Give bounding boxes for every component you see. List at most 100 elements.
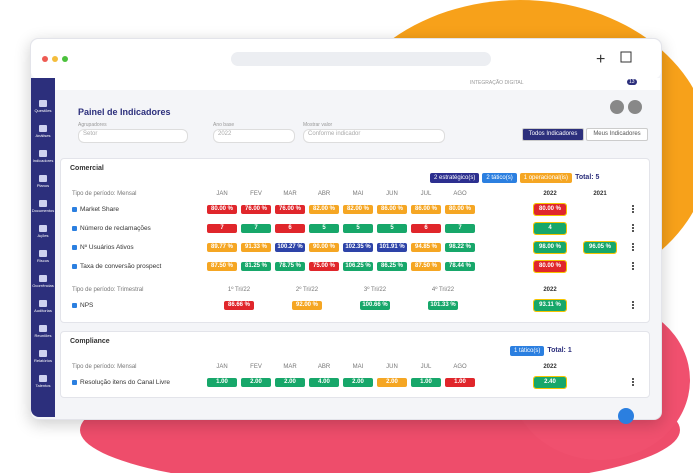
row-menu[interactable] [632, 301, 636, 309]
value-cell: 1.00 [207, 378, 237, 387]
section-title: Compliance [70, 338, 110, 345]
value-cell: 89.77 % [207, 243, 237, 252]
fab[interactable] [618, 408, 634, 424]
value-cell: 86.00 % [411, 205, 441, 214]
value-cell: 102.35 % [343, 243, 373, 252]
sidebar-label[interactable]: Auditorias [34, 308, 52, 313]
value-cell: 81.25 % [241, 262, 271, 271]
sidebar-label[interactable]: Ações [37, 233, 49, 238]
sidebar-label[interactable]: Documentos [31, 208, 55, 213]
value-cell: 2.00 [275, 378, 305, 387]
level-badge[interactable]: 2 estratégico(s) [430, 173, 480, 183]
value-cell: 78.75 % [275, 262, 305, 271]
sidebar-label[interactable]: Ocorrências [32, 283, 54, 288]
year-value-cell: 93.11 % [533, 299, 567, 312]
row-icon [72, 380, 77, 385]
indicator-name[interactable]: Market Share [80, 206, 120, 213]
filter-label: Ano base [213, 122, 235, 128]
year-header: 2021 [593, 191, 607, 197]
filter-button[interactable] [610, 100, 624, 114]
level-badge[interactable]: 1 tático(s) [510, 346, 545, 356]
filter-button[interactable] [628, 100, 642, 114]
value-cell: 80.00 % [207, 205, 237, 214]
row-menu[interactable] [632, 205, 636, 213]
indicator-name[interactable]: NPS [80, 302, 94, 309]
year-header: 2022 [543, 287, 557, 293]
value-cell: 4.00 [309, 378, 339, 387]
tab[interactable]: Todos Indicadores [522, 128, 584, 141]
value-cell: 100.66 % [360, 301, 390, 310]
row-menu[interactable] [632, 243, 636, 251]
value-cell: 1.00 [445, 378, 475, 387]
indicator-name[interactable]: Resolução itens do Canal Livre [80, 379, 170, 386]
row-icon [72, 207, 77, 212]
column-header: JUL [420, 364, 432, 370]
indicator-name[interactable]: Nº Usuários Ativos [80, 244, 134, 251]
column-header: MAR [283, 364, 297, 370]
sidebar-icon[interactable] [39, 275, 47, 282]
value-cell: 101.33 % [428, 301, 458, 310]
value-cell: 2.00 [343, 378, 373, 387]
indicator-name[interactable]: Número de reclamações [80, 225, 151, 232]
year-header: 2022 [543, 191, 557, 197]
column-header: JUN [386, 191, 398, 197]
period-type: Tipo de período: Mensal [72, 191, 137, 197]
sidebar-label[interactable]: Questões [34, 108, 52, 113]
sidebar-icon[interactable] [39, 350, 47, 357]
value-cell: 2.00 [377, 378, 407, 387]
value-cell: 90.00 % [309, 243, 339, 252]
sidebar-icon[interactable] [39, 250, 47, 257]
sidebar-icon[interactable] [39, 325, 47, 332]
value-cell: 91.33 % [241, 243, 271, 252]
value-cell: 82.00 % [309, 205, 339, 214]
sidebar-icon[interactable] [39, 175, 47, 182]
org-name[interactable]: INTEGRAÇÃO DIGITAL [470, 80, 524, 86]
column-header: ABR [317, 191, 331, 197]
sidebar-label[interactable]: Talentos [35, 383, 51, 388]
value-cell: 2.00 [241, 378, 271, 387]
level-badge[interactable]: 1 operacional(is) [519, 173, 573, 183]
svg-text:+: + [596, 51, 605, 68]
column-header: JAN [216, 364, 228, 370]
sidebar-label[interactable]: Riscos [36, 258, 49, 263]
sidebar-icon[interactable] [39, 200, 47, 207]
sidebar-label[interactable]: Indicadores [32, 158, 54, 163]
year-header: 2022 [543, 364, 557, 370]
tab[interactable]: Meus Indicadores [586, 128, 648, 141]
section-title: Comercial [70, 165, 104, 172]
sidebar-label[interactable]: Análises [35, 133, 51, 138]
year-value-cell: 4 [533, 222, 567, 235]
year-value-cell: 98.00 % [533, 241, 567, 254]
row-menu[interactable] [632, 224, 636, 232]
column-header: MAI [352, 191, 364, 197]
row-icon [72, 226, 77, 231]
filter-input[interactable] [303, 129, 445, 143]
sidebar-icon[interactable] [39, 100, 47, 107]
row-icon [72, 245, 77, 250]
sidebar-icon[interactable] [39, 125, 47, 132]
row-menu[interactable] [632, 378, 636, 386]
level-badge[interactable]: 2 tático(s) [482, 173, 517, 183]
filter-label: Agrupadores [78, 122, 107, 128]
sidebar-icon[interactable] [39, 300, 47, 307]
indicator-name[interactable]: Taxa de conversão prospect [80, 263, 162, 270]
sidebar-label[interactable]: Planos [36, 183, 50, 188]
notification-count[interactable]: 13 [627, 79, 637, 85]
sidebar-icon[interactable] [39, 375, 47, 382]
value-cell: 98.22 % [445, 243, 475, 252]
filter-input[interactable] [213, 129, 295, 143]
sidebar-label[interactable]: Reuniões [34, 333, 52, 338]
filter-input[interactable] [78, 129, 188, 143]
column-header: JUL [420, 191, 432, 197]
column-header: FEV [250, 191, 262, 197]
value-cell: 5 [377, 224, 407, 233]
column-header: 3º Tri/22 [363, 287, 387, 293]
sidebar-icon[interactable] [39, 150, 47, 157]
row-menu[interactable] [632, 262, 636, 270]
filter-value: Conforme indicador [308, 131, 361, 137]
sidebar-label[interactable]: Relatórios [33, 358, 52, 363]
column-header: MAR [283, 191, 297, 197]
sidebar-icon[interactable] [39, 225, 47, 232]
column-header: MAI [352, 364, 364, 370]
